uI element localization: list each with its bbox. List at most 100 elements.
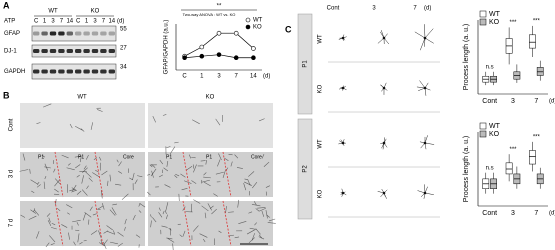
box [536,67,544,76]
texture [86,185,89,190]
texture [76,190,82,195]
texture [237,199,240,208]
texture [183,180,192,184]
boundary [182,151,192,198]
texture [204,212,207,219]
row-label: 3 d [9,170,15,178]
texture [227,211,234,213]
region-label: P1 [78,154,84,160]
texture [254,222,257,226]
band [83,69,90,74]
cell-process [424,142,435,145]
texture [139,202,146,208]
group-label: P2 [303,165,309,173]
texture [106,225,113,231]
texture [248,211,253,214]
cell-body [341,36,345,40]
texture [246,229,255,235]
texture [111,207,117,215]
x-tick-label: 1 [200,74,204,80]
texture [162,210,165,215]
texture [225,206,227,213]
band [83,49,90,53]
texture [253,201,257,206]
texture [81,189,88,196]
texture [150,220,152,228]
texture [56,207,61,212]
texture [199,233,208,238]
texture [92,213,97,216]
texture [102,241,107,250]
texture [255,208,260,212]
column-label: Cont [327,6,340,12]
texture [138,210,142,213]
texture [161,225,168,228]
x-unit: (d) [549,99,555,105]
texture [162,114,167,116]
cell-process [424,87,427,96]
boundary [182,200,192,247]
texture [247,179,251,186]
texture [75,164,81,169]
texture [109,209,116,216]
micrograph [20,103,145,148]
lane-unit: (d) [117,19,124,25]
cell-body [341,191,345,195]
texture [201,179,210,183]
texture [93,157,98,160]
x-tick-label: Cont [482,210,497,217]
texture [45,242,50,248]
texture [44,176,47,180]
texture [20,214,26,218]
lane-label: 14 [108,19,115,25]
cell-process [419,80,426,89]
texture [55,198,57,205]
texture [159,159,164,165]
cell-body [423,36,427,40]
texture [109,174,112,182]
texture [151,170,154,178]
texture [152,217,157,223]
point [199,53,205,59]
row-label: KO [318,84,324,93]
texture [61,224,68,228]
cell-body [341,141,345,145]
texture [74,155,82,158]
group-label: KO [91,9,100,15]
texture [158,207,161,211]
texture [103,230,109,234]
point [233,30,239,36]
texture [99,156,102,161]
texture [167,238,175,243]
texture [203,176,211,179]
column-label: WT [77,95,87,101]
texture [200,160,206,162]
texture [112,230,115,235]
point [182,55,187,61]
texture [158,174,163,178]
texture [117,242,124,247]
annotation: *** [533,134,541,140]
texture [224,157,229,161]
annotation: Two-way ANOVA : WT vs. KO [183,12,236,17]
texture [169,146,176,155]
micrograph [148,152,273,197]
annotation: *** [533,18,541,24]
lane-label: 3 [51,19,55,25]
blot-strip [31,63,117,80]
texture [181,188,188,191]
texture [182,230,186,237]
row-label: GFAP [4,31,20,37]
band [41,49,48,53]
x-tick-label: 14 [250,74,257,80]
cell-process [420,37,426,51]
band [49,49,57,53]
texture [72,190,77,192]
band [58,69,65,74]
texture [215,171,224,175]
box [529,34,536,49]
boundary [54,200,64,247]
region-label: P1 [166,154,172,160]
band [75,49,82,53]
group-label: P1 [303,60,309,68]
